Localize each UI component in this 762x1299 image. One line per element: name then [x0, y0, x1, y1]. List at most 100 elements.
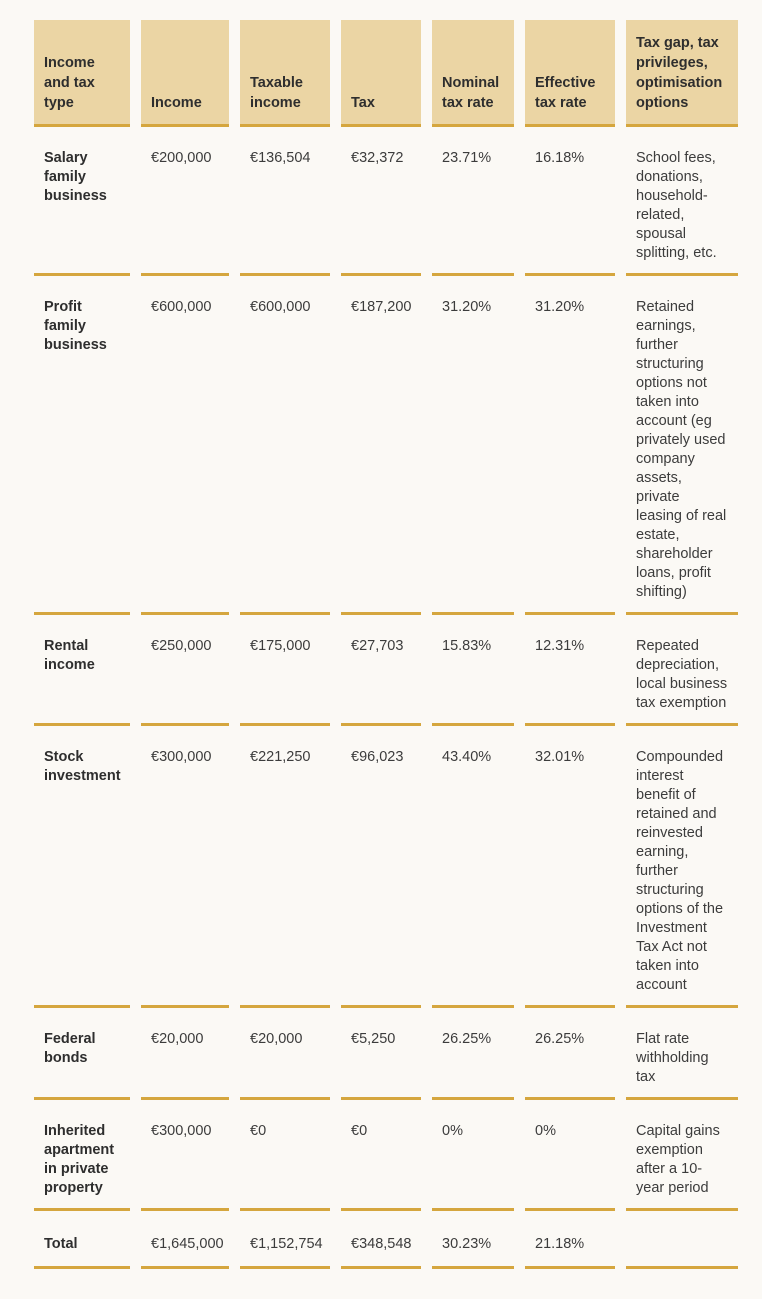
notes-text: Flat rate withholding tax — [636, 1031, 709, 1085]
notes-cell: Flat rate withholding tax — [626, 1008, 738, 1100]
value-text: 32.01% — [535, 749, 585, 765]
value-cell: 31.20% — [432, 276, 514, 615]
value-cell: €221,250 — [240, 726, 330, 1008]
value-text: €136,504 — [250, 150, 311, 166]
table-row: Stock investment €300,000 €221,250 €96,023 4… — [34, 726, 738, 1008]
value-cell: €300,000 — [141, 726, 229, 1008]
value-text: 31.20% — [442, 299, 492, 315]
column-header-cell: Nominal tax rate — [432, 20, 514, 127]
value-text: €600,000 — [151, 299, 212, 315]
value-text: €5,250 — [351, 1031, 396, 1047]
value-cell: 26.25% — [432, 1008, 514, 1100]
row-label-cell: Inherited apartment in private property — [34, 1100, 130, 1211]
value-cell: €32,372 — [341, 127, 421, 276]
value-cell: 31.20% — [525, 276, 615, 615]
row-label-cell: Salary family business — [34, 127, 130, 276]
value-cell: €96,023 — [341, 726, 421, 1008]
value-text: €1,152,754 — [250, 1236, 323, 1252]
value-text: €20,000 — [250, 1031, 303, 1047]
value-cell: 32.01% — [525, 726, 615, 1008]
value-cell: 12.31% — [525, 615, 615, 726]
table-row-total: Total €1,645,000 €1,152,754 €348,548 30.23% 2… — [34, 1211, 738, 1269]
value-cell: €300,000 — [141, 1100, 229, 1211]
value-cell: €0 — [240, 1100, 330, 1211]
value-text: €32,372 — [351, 150, 404, 166]
value-cell: €27,703 — [341, 615, 421, 726]
notes-cell — [626, 1211, 738, 1269]
value-text: €348,548 — [351, 1236, 412, 1252]
value-cell: €20,000 — [141, 1008, 229, 1100]
value-cell: €200,000 — [141, 127, 229, 276]
value-cell: 15.83% — [432, 615, 514, 726]
column-header-label: Taxable income — [250, 75, 303, 111]
value-text: €187,200 — [351, 299, 412, 315]
table-header-row: Income and tax type Income Taxable income T… — [34, 20, 738, 127]
row-label: Federal bonds — [44, 1031, 96, 1066]
value-cell: 30.23% — [432, 1211, 514, 1269]
table-body: Salary family business €200,000 €136,504 €3… — [34, 127, 738, 1269]
value-text: €1,645,000 — [151, 1236, 224, 1252]
value-text: €27,703 — [351, 638, 404, 654]
value-text: €300,000 — [151, 749, 212, 765]
value-text: 26.25% — [442, 1031, 492, 1047]
column-header-label: Tax gap, tax privileges, optimisation op… — [636, 35, 723, 111]
value-text: 43.40% — [442, 749, 492, 765]
value-cell: €600,000 — [141, 276, 229, 615]
value-text: 0% — [442, 1123, 463, 1139]
column-header-cell: Income — [141, 20, 229, 127]
value-cell: 16.18% — [525, 127, 615, 276]
row-label: Stock investment — [44, 749, 121, 784]
column-header-label: Income — [151, 95, 202, 111]
value-text: 16.18% — [535, 150, 585, 166]
value-cell: €5,250 — [341, 1008, 421, 1100]
column-header-cell: Taxable income — [240, 20, 330, 127]
value-text: €96,023 — [351, 749, 404, 765]
value-cell: €1,152,754 — [240, 1211, 330, 1269]
row-label-cell: Profit family business — [34, 276, 130, 615]
column-header-label: Tax — [351, 95, 375, 111]
value-text: €175,000 — [250, 638, 311, 654]
value-cell: 43.40% — [432, 726, 514, 1008]
row-label: Inherited apartment in private property — [44, 1123, 115, 1196]
value-text: €250,000 — [151, 638, 212, 654]
notes-cell: Retained earnings, further structuring o… — [626, 276, 738, 615]
value-cell: €1,645,000 — [141, 1211, 229, 1269]
notes-text: Repeated depreciation, local business ta… — [636, 638, 728, 711]
value-text: 30.23% — [442, 1236, 492, 1252]
value-cell: 0% — [525, 1100, 615, 1211]
value-text: 26.25% — [535, 1031, 585, 1047]
value-cell: €20,000 — [240, 1008, 330, 1100]
column-header-label: Nominal tax rate — [442, 75, 500, 111]
table-row: Profit family business €600,000 €600,000 €1… — [34, 276, 738, 615]
notes-text: School fees, donations, household-relate… — [636, 150, 717, 261]
value-text: 31.20% — [535, 299, 585, 315]
value-text: €200,000 — [151, 150, 212, 166]
table-row: Rental income €250,000 €175,000 €27,703 15.8… — [34, 615, 738, 726]
row-label-cell: Total — [34, 1211, 130, 1269]
row-label: Rental income — [44, 638, 95, 673]
column-header-cell: Tax — [341, 20, 421, 127]
value-text: €600,000 — [250, 299, 311, 315]
value-cell: €600,000 — [240, 276, 330, 615]
value-cell: €175,000 — [240, 615, 330, 726]
value-text: 0% — [535, 1123, 556, 1139]
value-text: €20,000 — [151, 1031, 204, 1047]
table-row: Federal bonds €20,000 €20,000 €5,250 26.25% 2… — [34, 1008, 738, 1100]
value-text: €0 — [250, 1123, 267, 1139]
row-label-cell: Federal bonds — [34, 1008, 130, 1100]
column-header-cell: Effective tax rate — [525, 20, 615, 127]
value-cell: 23.71% — [432, 127, 514, 276]
column-header-cell: Tax gap, tax privileges, optimisation op… — [626, 20, 738, 127]
value-text: 12.31% — [535, 638, 585, 654]
value-cell: 0% — [432, 1100, 514, 1211]
column-header-cell: Income and tax type — [34, 20, 130, 127]
value-cell: €187,200 — [341, 276, 421, 615]
notes-text: Capital gains exemption after a 10-year … — [636, 1123, 720, 1196]
row-label-cell: Stock investment — [34, 726, 130, 1008]
column-header-label: Income and tax type — [44, 55, 95, 111]
value-cell: €348,548 — [341, 1211, 421, 1269]
value-cell: 21.18% — [525, 1211, 615, 1269]
row-label: Salary family business — [44, 150, 107, 204]
value-text: €221,250 — [250, 749, 311, 765]
